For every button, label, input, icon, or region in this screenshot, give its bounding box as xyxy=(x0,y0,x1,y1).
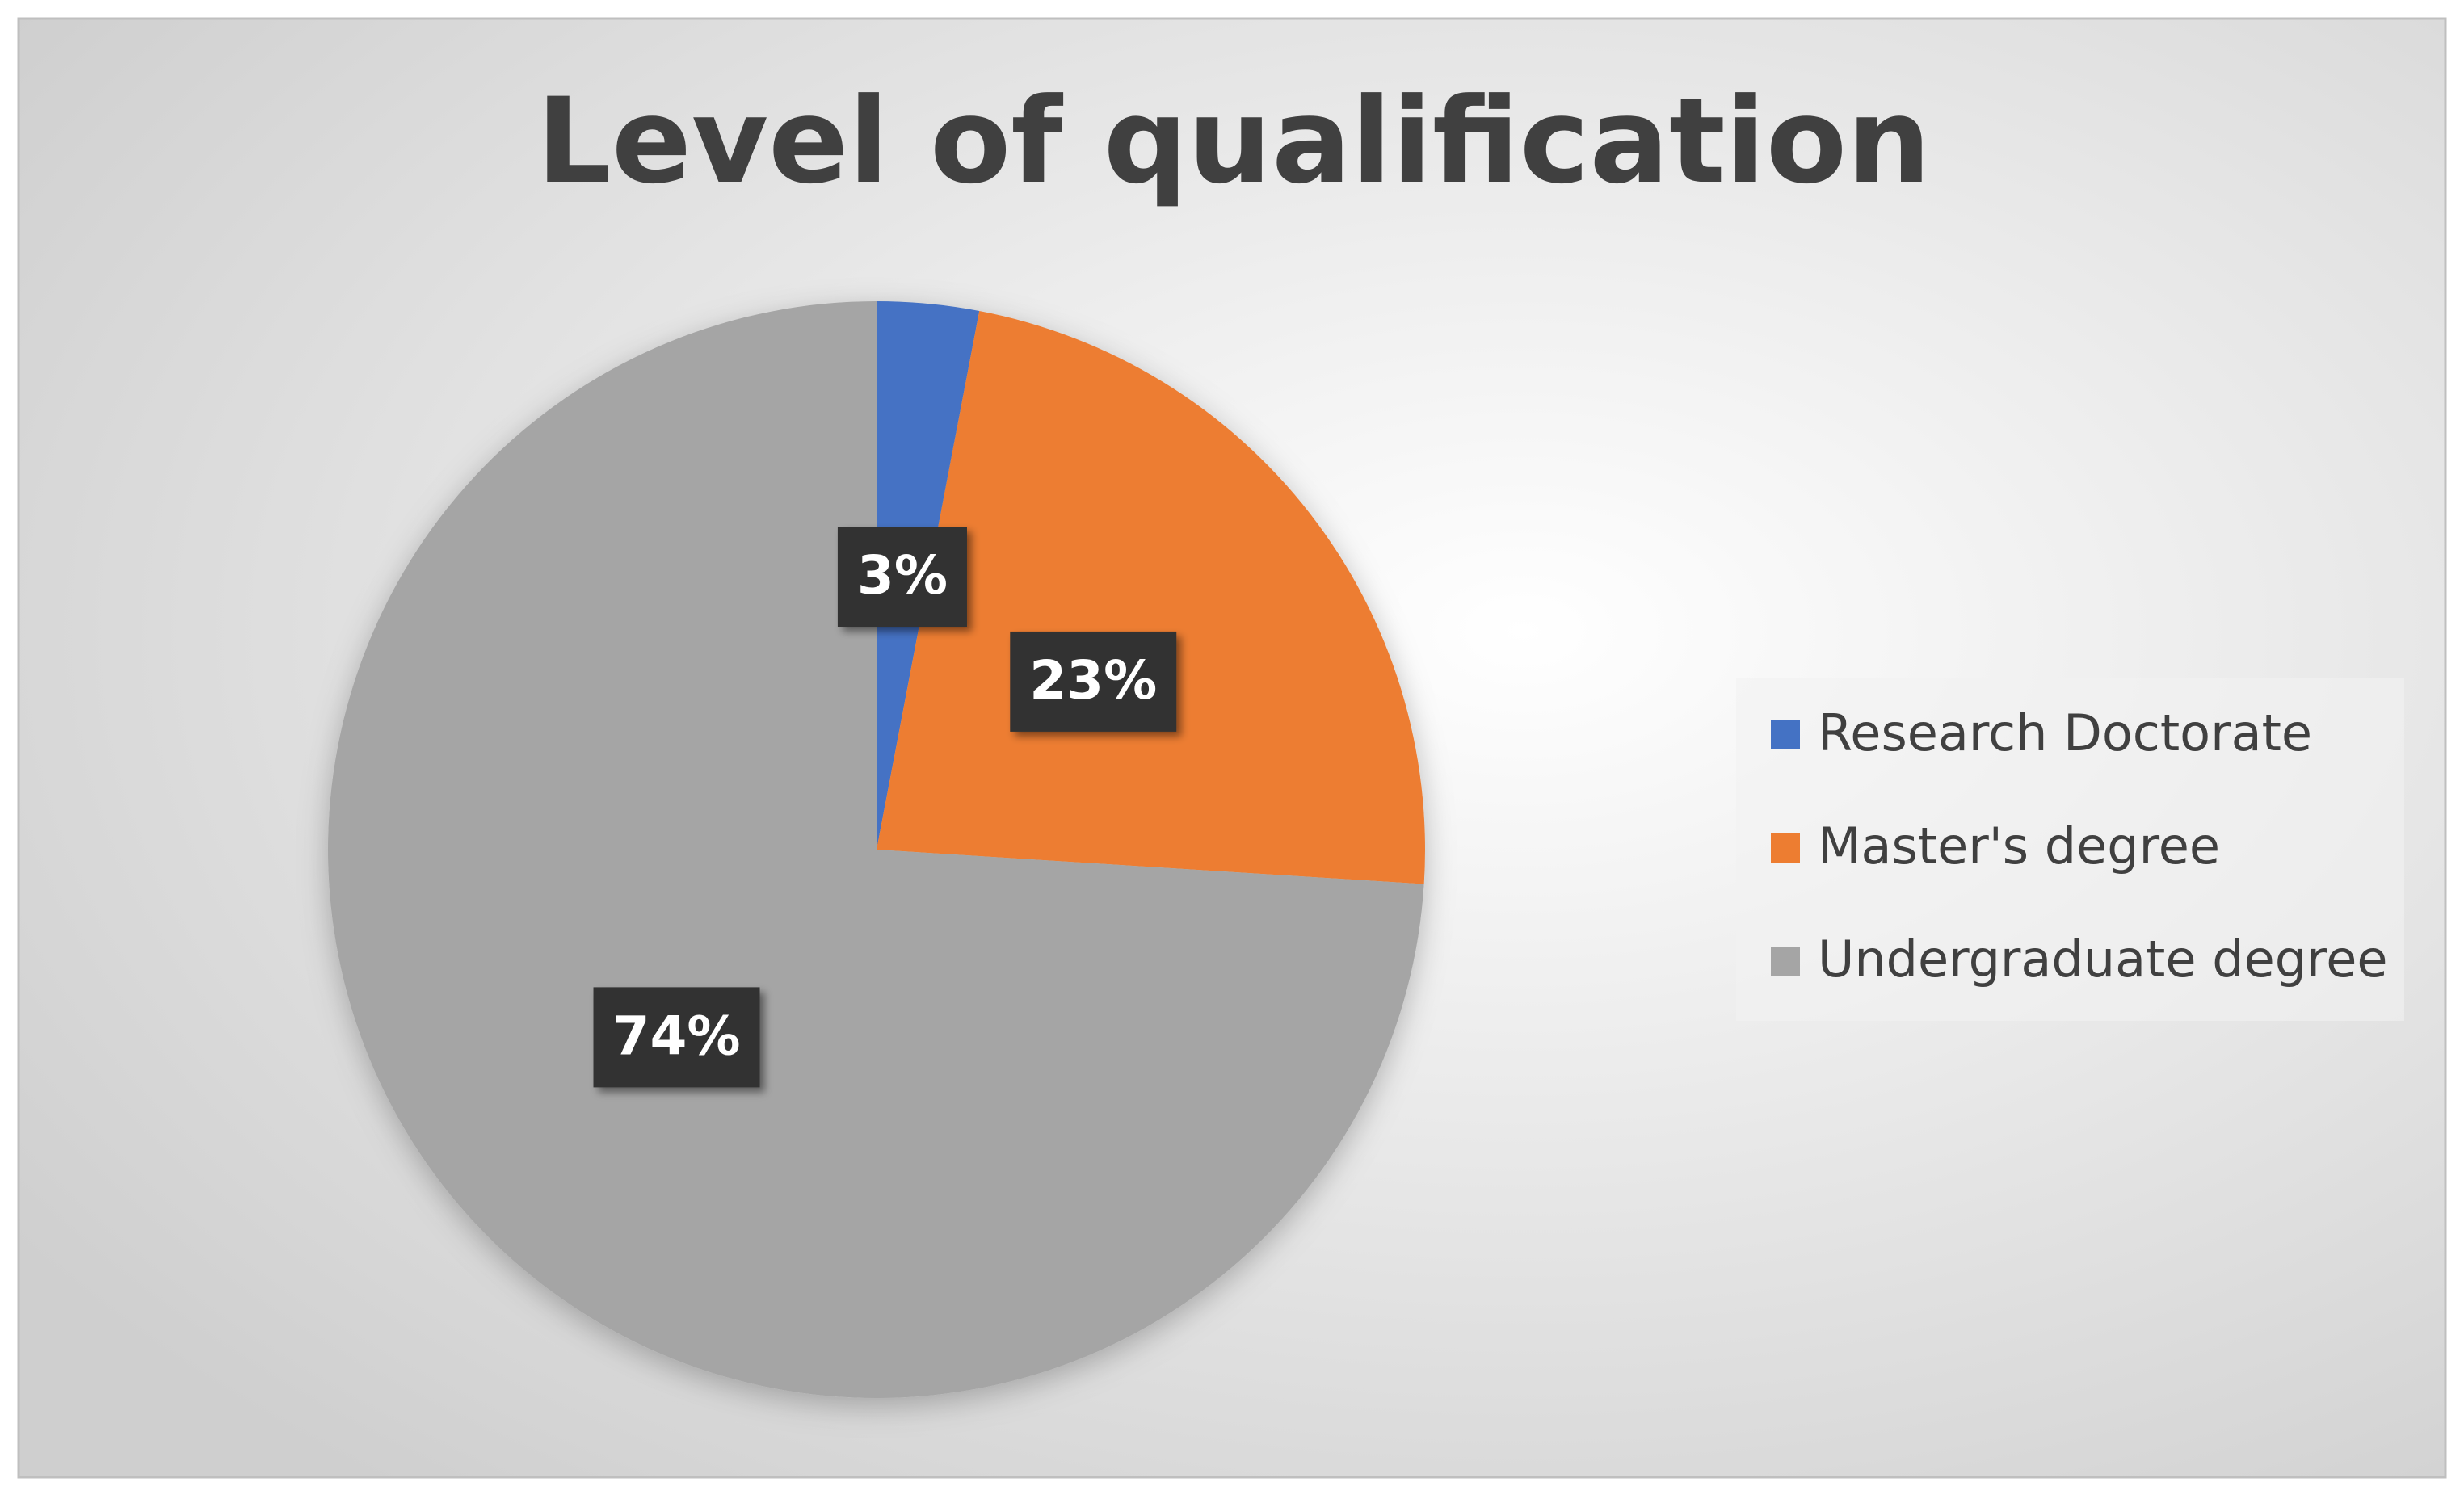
legend xyxy=(1736,678,2404,1021)
data-label-text: 74% xyxy=(613,1005,741,1067)
legend-label: Research Doctorate xyxy=(1818,703,2312,762)
legend-swatch xyxy=(1771,720,1800,749)
data-label-text: 3% xyxy=(857,544,948,607)
chart-title: Level of qualification xyxy=(536,73,1931,210)
data-labels: 3% 23% 74% xyxy=(593,527,1177,1088)
data-label: 23% xyxy=(1010,631,1177,732)
pie-slice xyxy=(328,301,1424,1399)
pie xyxy=(328,301,1425,1399)
legend-label: Undergraduate degree xyxy=(1818,930,2388,989)
legend-swatch xyxy=(1771,833,1800,863)
legend-label: Master's degree xyxy=(1818,817,2220,875)
data-label: 3% xyxy=(837,527,967,628)
data-label-box xyxy=(1010,631,1177,732)
data-label-text: 23% xyxy=(1029,649,1157,712)
legend-items: Research Doctorate Master's degree Undergr… xyxy=(1771,703,2388,989)
pie-slice xyxy=(877,311,1425,884)
data-label-box xyxy=(837,527,967,628)
legend-swatch xyxy=(1771,947,1800,976)
data-label: 74% xyxy=(593,987,760,1088)
data-label-box xyxy=(593,987,760,1088)
